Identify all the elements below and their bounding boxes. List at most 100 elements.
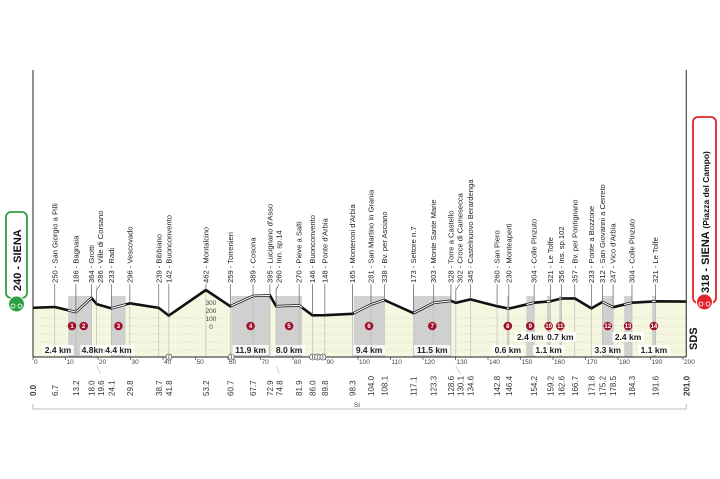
km-label-connector [455,365,461,375]
km-label: 13.2 [72,380,81,396]
sector-length: 11.5 km [417,345,448,355]
waypoint-label: 338 - Bv. per Asciano [380,211,389,283]
sector-number: 9 [529,324,533,330]
finish-label: 318 - SIENA [700,229,712,293]
x-tick-label: 160 [554,359,565,366]
sector-length: 2.4 km [517,332,544,342]
waypoint-label: 345 - Castelnuovo Berardenga [466,179,475,283]
x-tick-label: 40 [164,359,172,366]
sector-length-bg [591,345,624,355]
elevation-scale-label: 200 [206,308,217,315]
km-label: 74.8 [275,380,284,396]
sector-number: 7 [431,324,435,330]
km-label: 86.0 [309,380,318,396]
sector-length-bg [273,345,305,355]
x-tick-label: 20 [99,359,107,366]
km-label-connector [275,365,280,375]
x-tick-label: 50 [197,359,205,366]
km-label: 72.9 [266,380,275,396]
km-label: 134.6 [466,375,475,396]
waypoint-label: 302 - Croce di Camesecca [455,192,464,283]
km-label: 98.3 [348,380,357,396]
km-label: 81.9 [295,380,304,396]
waypoint-label: 260 - San Piero [493,230,502,283]
sector-length-bg [612,332,644,342]
waypoint-label: 395 - Lucignano d'Asso [265,204,274,283]
waypoint-label: 356 - Ins. sp.102 [557,226,566,283]
sector-length-bg [638,345,670,355]
km-label: 128.6 [447,375,456,396]
waypoint-label: 321 - Le Tolfe [651,237,660,283]
km-label: 123.3 [430,375,439,396]
x-tick-label: 150 [522,359,533,366]
km-label: 29.8 [126,380,135,396]
sector-length: 2.4 km [615,332,642,342]
km-label: 154.2 [530,375,539,396]
sector-length-bg [414,345,451,355]
waypoint-label: 233 - Ponte a Bozzone [587,206,596,283]
km-label: 41.8 [165,380,174,396]
km-label: 53.2 [202,380,211,396]
km-label: 130.1 [456,375,465,396]
waypoint-label: 148 - Ponte d'Arbia [320,217,329,283]
waypoint-label: 296 - Vescovado [125,226,134,283]
x-tick-label: 170 [587,359,598,366]
waypoint-tick [455,283,461,303]
waypoint-label: 165 - Monteroni d'Arbia [348,204,357,283]
km-label-connector [96,365,102,375]
finish-sublabel: (Piazza del Campo) [701,151,711,229]
sector-badge-14 [649,321,659,331]
waypoint-label: 462 - Montalcino [201,227,210,283]
cyclist-finish-icon-wheel [705,301,711,307]
sector-length-bg [544,332,577,342]
sector-length: 0.7 km [547,332,574,342]
sector-length-bg [232,345,269,355]
start-label: 240 - SIENA [12,229,24,291]
x-tick-label: 190 [652,359,663,366]
km-label: 18.0 [88,380,97,396]
sector-badge-3 [114,321,123,331]
x-tick-label: 200 [684,359,695,366]
sds-logo: SDS [688,327,700,350]
sector-length: 0.6 km [495,345,522,355]
km-label: 60.7 [226,380,235,396]
elevation-scale-label: 100 [206,316,217,323]
sector-number: 6 [367,324,371,330]
x-tick-label: 120 [424,359,435,366]
sector-badge-4 [246,321,255,331]
waypoint-label: 328 - Torre a Castello [446,211,455,283]
km-label: 117.1 [410,376,419,396]
sector-badge-11 [556,321,565,331]
sector-badge-9 [525,321,535,331]
x-tick-label: 100 [359,359,370,366]
x-tick-label: 110 [392,359,403,366]
km-label: 6.7 [51,384,60,396]
km-label: 166.7 [571,375,580,396]
sector-number: 8 [506,324,510,330]
sector-number: 10 [545,324,552,330]
km-label: 19.6 [97,380,106,396]
km-label: 175.2 [598,375,607,396]
km-label: 162.6 [557,375,566,396]
cyclist-start-icon-wheel [10,303,16,309]
x-tick-label: 140 [489,359,500,366]
x-tick-label: 130 [457,359,468,366]
sector-length-bg [102,345,135,355]
km-label: 142.8 [493,375,502,396]
waypoint-label: 304 - Colle Pinzuto [530,219,539,283]
sector-length: 8.0 km [276,345,303,355]
sector-badge-6 [364,321,374,331]
sector-badge-8 [503,321,513,331]
waypoint-label: 270 - Pieve a Salti [295,221,304,283]
sector-number: 12 [604,324,611,330]
km-label: 38.7 [155,380,164,396]
sector-badge-5 [284,321,294,331]
sector-badge-10 [544,321,553,331]
sector-number: 2 [82,324,86,330]
sector-badge-12 [603,321,613,331]
km-label: 178.5 [609,375,618,396]
waypoint-label: 281 - San Martino in Grania [367,189,376,283]
km-label: 67.7 [249,380,258,396]
elevation-scale-label: 300 [206,300,217,307]
km-label: 201.0 [682,375,691,396]
